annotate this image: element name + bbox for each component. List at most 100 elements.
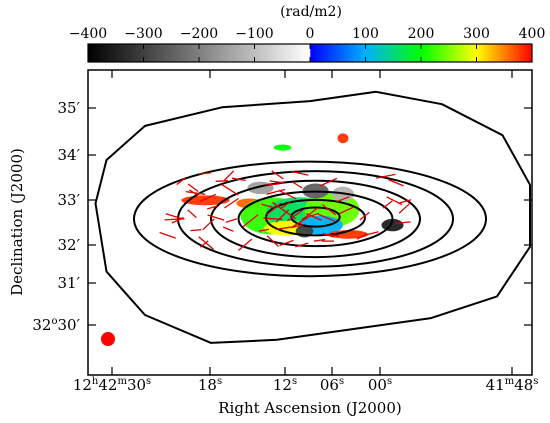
b-vector: [318, 213, 335, 222]
y-axis-tick-labels: 35′ 34′ 33′ 32′ 31′ 32o30′: [32, 99, 80, 334]
y-tick-label: 31′: [58, 274, 81, 292]
b-vector: [280, 200, 292, 210]
b-vector: [295, 242, 309, 248]
b-vector: [165, 213, 182, 220]
x-axis-title: Right Ascension (J2000): [218, 399, 401, 417]
b-vector: [215, 180, 229, 182]
b-vector: [271, 170, 284, 180]
colorbar-tick-label: −200: [180, 26, 218, 42]
b-vector: [202, 218, 215, 231]
b-vector: [276, 226, 292, 230]
b-vector: [222, 226, 234, 232]
b-vector: [164, 218, 185, 221]
b-vector: [336, 196, 350, 203]
b-vector: [376, 173, 396, 179]
b-field-vectors: [159, 170, 412, 251]
x-tick-label: 06s: [320, 376, 344, 394]
b-vector: [321, 204, 337, 216]
b-vector: [265, 202, 282, 216]
b-vector: [313, 238, 325, 242]
y-tick-label: 35′: [58, 99, 81, 117]
b-vector: [301, 207, 318, 221]
colorbar-tick-label: 200: [408, 26, 435, 42]
x-tick-label: 41m48s: [486, 376, 539, 394]
contour-line: [133, 160, 487, 278]
beam-marker: [101, 332, 115, 346]
colorbar-tick-label: −400: [69, 26, 107, 42]
x-tick-label: 12s: [273, 376, 297, 394]
b-vector: [322, 233, 334, 238]
colorbar: (rad/m2) −400 −300 −200 −100 0 100 200 300 400: [69, 4, 546, 63]
b-vector: [278, 189, 297, 200]
b-vector: [266, 235, 279, 247]
y-tick-label: 33′: [58, 191, 81, 209]
colorbar-tick-label: −100: [235, 26, 273, 42]
y-tick-label: 32′: [58, 236, 81, 254]
contour-line: [237, 190, 394, 248]
colorbar-tick-label: −300: [124, 26, 162, 42]
b-vector: [223, 197, 239, 209]
b-vector: [207, 205, 218, 210]
colorbar-ticks: [87, 44, 533, 62]
b-vector: [242, 214, 259, 228]
x-tick-label: 00s: [368, 376, 392, 394]
b-vector: [190, 229, 202, 232]
b-vector: [290, 170, 309, 176]
plot-area: [87, 69, 533, 376]
b-vector: [187, 209, 197, 219]
b-vector: [231, 177, 246, 182]
b-vector: [221, 183, 239, 196]
b-vector: [199, 193, 217, 203]
colorbar-tick-labels: −400 −300 −200 −100 0 100 200 300 400: [69, 26, 546, 42]
b-vector: [272, 201, 282, 210]
b-vector: [395, 221, 411, 225]
b-vector: [398, 203, 410, 214]
b-vector: [292, 217, 308, 228]
b-vector: [398, 199, 412, 204]
b-vector: [320, 177, 338, 187]
b-vector: [199, 240, 209, 248]
b-vector: [291, 223, 304, 229]
rm-region: [273, 144, 292, 151]
colorbar-unit-label: (rad/m2): [280, 4, 342, 20]
b-vector: [339, 206, 355, 215]
colorbar-tick-label: 400: [519, 26, 546, 42]
y-tick-label: 34′: [58, 146, 81, 164]
b-vector: [238, 238, 253, 251]
b-vector: [279, 239, 294, 247]
b-vector: [364, 231, 379, 236]
x-tick-label: 18s: [198, 376, 222, 394]
b-vector: [263, 217, 283, 220]
b-vector: [356, 233, 367, 240]
b-vector: [292, 181, 303, 189]
rm-region: [337, 133, 349, 144]
b-vector: [382, 200, 393, 209]
b-vector: [258, 228, 270, 232]
y-axis-title: Declination (J2000): [8, 148, 26, 296]
y-tick-label: 32o30′: [32, 316, 80, 334]
b-vector: [359, 211, 370, 221]
x-tick-label: 12h42m30s: [73, 376, 151, 394]
b-vector: [207, 214, 225, 221]
b-vector: [388, 178, 404, 187]
contour-line: [94, 90, 531, 344]
rm-region: [328, 230, 369, 239]
b-vector: [198, 172, 211, 175]
b-vector: [187, 183, 199, 193]
b-vector: [265, 183, 280, 186]
colorbar-tick-label: 0: [306, 26, 315, 42]
b-vector: [269, 180, 285, 184]
plot-frame: [87, 69, 533, 376]
colorbar-tick-label: 100: [352, 26, 379, 42]
b-vector: [185, 190, 206, 195]
axis-ticks: [88, 70, 532, 375]
b-vector: [286, 209, 304, 222]
b-vector: [225, 218, 238, 223]
b-vector: [159, 231, 176, 239]
contour-line: [290, 206, 341, 228]
colorbar-tick-label: 300: [463, 26, 490, 42]
b-vector: [223, 170, 235, 181]
contour-line: [210, 179, 421, 259]
b-vector: [281, 208, 296, 220]
